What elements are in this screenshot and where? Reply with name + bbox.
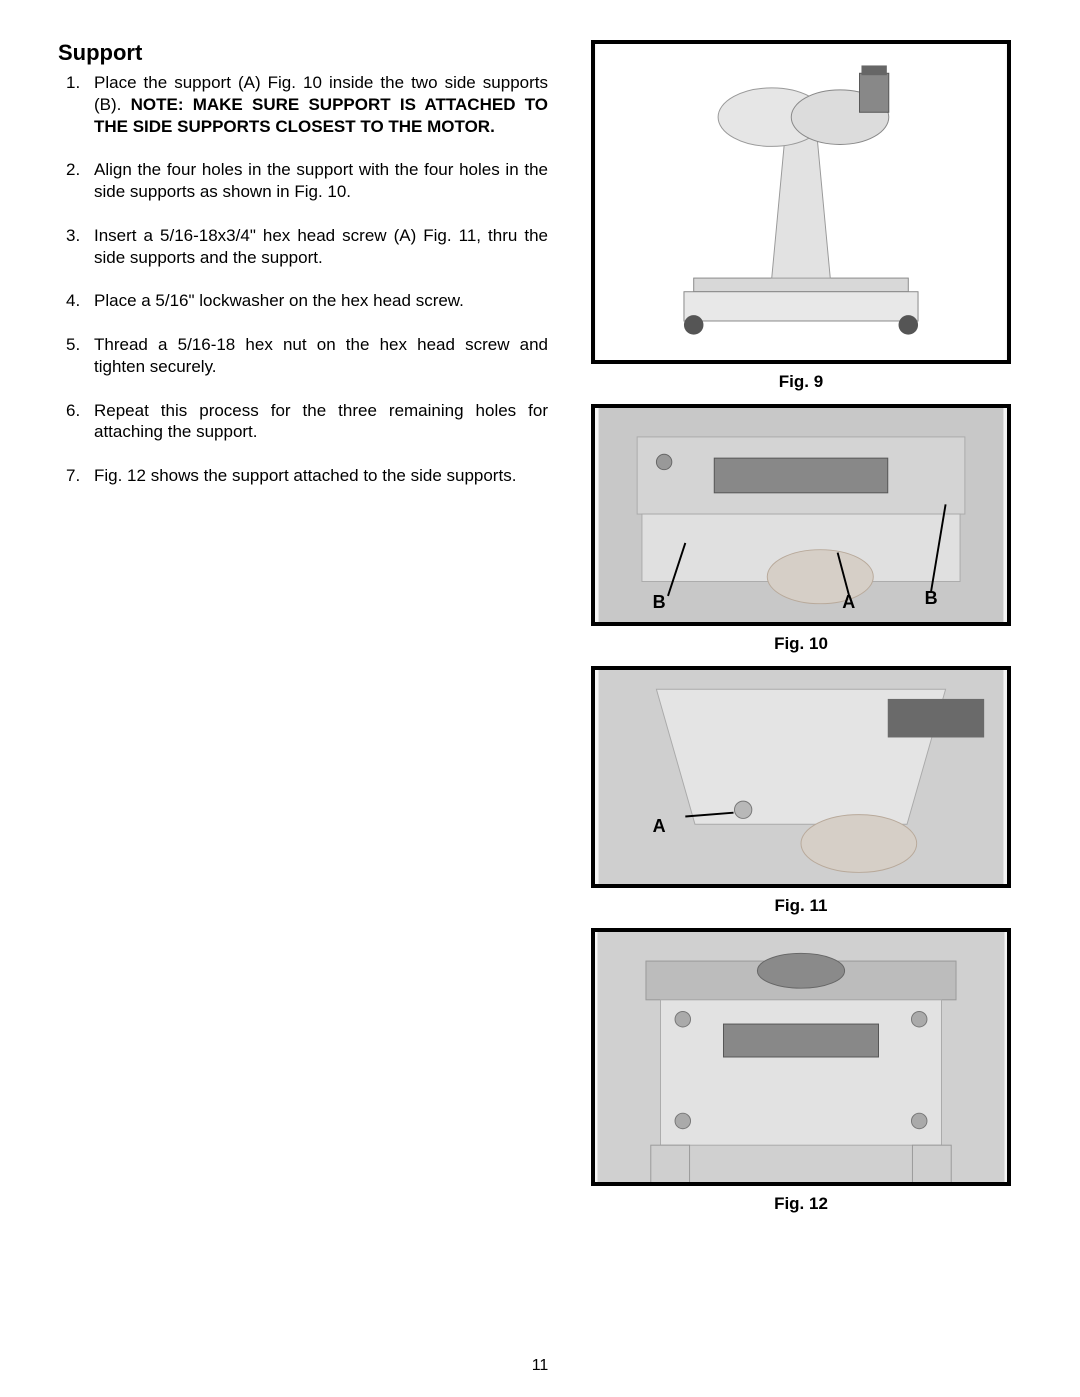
figure-10-illustration bbox=[595, 408, 1007, 622]
step-item: Thread a 5/16-18 hex nut on the hex head… bbox=[58, 334, 548, 378]
figure-11-illustration bbox=[595, 670, 1007, 884]
step-item: Repeat this process for the three remain… bbox=[58, 400, 548, 444]
step-item: Place the support (A) Fig. 10 inside the… bbox=[58, 72, 548, 137]
figure-label: B bbox=[925, 588, 938, 609]
step-text: Repeat this process for the three remain… bbox=[94, 401, 548, 442]
step-list: Place the support (A) Fig. 10 inside the… bbox=[58, 72, 548, 487]
step-item: Place a 5/16" lockwasher on the hex head… bbox=[58, 290, 548, 312]
figure-label: B bbox=[653, 592, 666, 613]
figure-label: A bbox=[653, 816, 666, 837]
figure-10-caption: Fig. 10 bbox=[774, 634, 828, 654]
figure-11: A bbox=[591, 666, 1011, 888]
page-number: 11 bbox=[532, 1357, 549, 1375]
step-item: Insert a 5/16-18x3/4" hex head screw (A)… bbox=[58, 225, 548, 269]
step-text: Place a 5/16" lockwasher on the hex head… bbox=[94, 291, 464, 310]
step-text: Align the four holes in the support with… bbox=[94, 160, 548, 201]
right-column: Fig. 9 B A B Fig. 10 bbox=[572, 40, 1030, 1222]
figure-12-illustration bbox=[595, 932, 1007, 1182]
section-title: Support bbox=[58, 40, 548, 66]
figure-label: A bbox=[842, 592, 855, 613]
figure-9 bbox=[591, 40, 1011, 364]
step-item: Fig. 12 shows the support attached to th… bbox=[58, 465, 548, 487]
figure-10: B A B bbox=[591, 404, 1011, 626]
left-column: Support Place the support (A) Fig. 10 in… bbox=[58, 40, 548, 1222]
figure-12 bbox=[591, 928, 1011, 1186]
figure-11-caption: Fig. 11 bbox=[775, 896, 828, 916]
figure-9-illustration bbox=[595, 44, 1007, 360]
step-text: Thread a 5/16-18 hex nut on the hex head… bbox=[94, 335, 548, 376]
step-text: Insert a 5/16-18x3/4" hex head screw (A)… bbox=[94, 226, 548, 267]
figure-12-caption: Fig. 12 bbox=[774, 1194, 828, 1214]
step-item: Align the four holes in the support with… bbox=[58, 159, 548, 203]
step-bold: NOTE: MAKE SURE SUPPORT IS ATTACHED TO T… bbox=[94, 95, 548, 136]
step-text: Fig. 12 shows the support attached to th… bbox=[94, 466, 516, 485]
figure-9-caption: Fig. 9 bbox=[779, 372, 823, 392]
manual-page: Support Place the support (A) Fig. 10 in… bbox=[0, 0, 1080, 1252]
